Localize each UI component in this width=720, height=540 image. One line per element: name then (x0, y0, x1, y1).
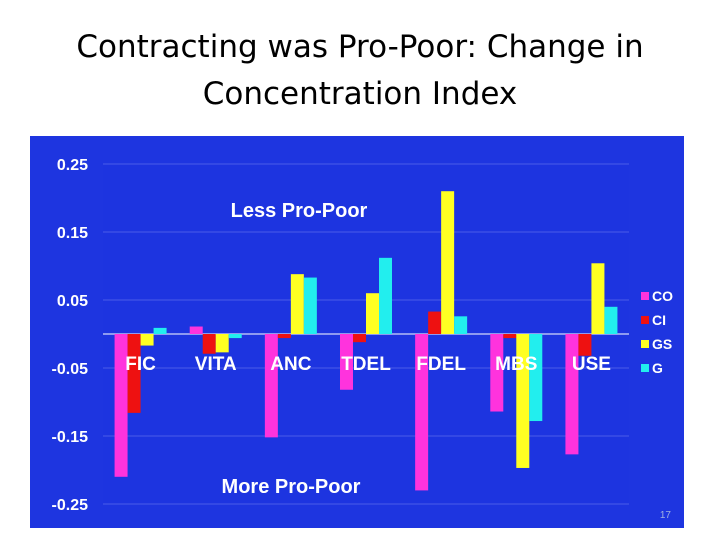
bar-ci-mbs (503, 334, 517, 339)
legend-box (632, 284, 684, 380)
bar-gs-fic (140, 334, 154, 346)
bar-ci-fdel (428, 311, 442, 334)
bar-co-mbs (490, 334, 504, 412)
category-label: VITA (195, 354, 237, 375)
category-label: ANC (270, 354, 311, 375)
bar-ci-vita (202, 334, 216, 354)
legend-swatch-ci (641, 316, 649, 324)
y-tick-label: 0.25 (57, 157, 88, 174)
y-tick-label: -0.05 (52, 361, 89, 378)
legend-label-ci: CI (652, 312, 666, 328)
legend-swatch-g (641, 364, 649, 372)
bar-g-fic (153, 327, 167, 334)
category-label: USE (572, 354, 611, 375)
category-label: FIC (125, 354, 156, 375)
annotation-more-pro-poor: More Pro-Poor (222, 476, 361, 498)
bar-gs-anc (290, 274, 304, 334)
bar-gs-fdel (441, 191, 455, 334)
bar-ci-fic (127, 334, 141, 413)
bars (114, 191, 618, 491)
legend-swatch-co (641, 292, 649, 300)
category-label: MBS (495, 354, 537, 375)
y-tick-label: -0.15 (52, 429, 89, 446)
bar-co-tdel (340, 334, 353, 390)
slide-title: Contracting was Pro-Poor: Change in Conc… (0, 24, 720, 118)
bar-ci-tdel (353, 334, 366, 343)
y-tick-label: 0.05 (57, 293, 88, 310)
bar-gs-vita (215, 334, 229, 353)
bar-g-mbs (529, 334, 543, 422)
slide-title-line-2: Concentration Index (202, 76, 518, 112)
y-tick-label: -0.25 (52, 497, 89, 514)
bar-g-use (604, 306, 618, 334)
category-labels: FIC VITA ANC TDEL FDEL MBS USE (125, 354, 611, 375)
bar-g-vita (228, 334, 242, 339)
bar-co-fic (114, 334, 128, 477)
y-tick-label: 0.15 (57, 225, 88, 242)
bar-co-fdel (415, 334, 429, 491)
bar-ci-use (578, 334, 592, 356)
legend-swatch-gs (641, 340, 649, 348)
bar-gs-tdel (366, 293, 379, 334)
bar-co-use (565, 334, 579, 455)
legend-label-co: CO (652, 288, 673, 304)
category-label: TDEL (341, 354, 391, 375)
bar-g-anc (303, 277, 317, 334)
slide-number: 17 (660, 510, 672, 521)
bar-g-fdel (454, 316, 468, 334)
bar-g-tdel (379, 257, 392, 334)
legend: CO CI GS G (632, 284, 684, 380)
legend-label-g: G (652, 360, 663, 376)
bar-gs-use (591, 263, 605, 334)
bar-gs-mbs (516, 334, 530, 468)
legend-label-gs: GS (652, 336, 672, 352)
annotation-less-pro-poor: Less Pro-Poor (231, 200, 368, 222)
slide-title-line-1: Contracting was Pro-Poor: Change in (76, 29, 644, 65)
y-axis-ticks: 0.25 0.15 0.05 -0.05 -0.15 -0.25 (52, 157, 89, 514)
category-label: FDEL (416, 354, 466, 375)
bar-ci-anc (277, 334, 291, 339)
bar-co-anc (264, 334, 278, 438)
bar-co-vita (189, 326, 203, 334)
